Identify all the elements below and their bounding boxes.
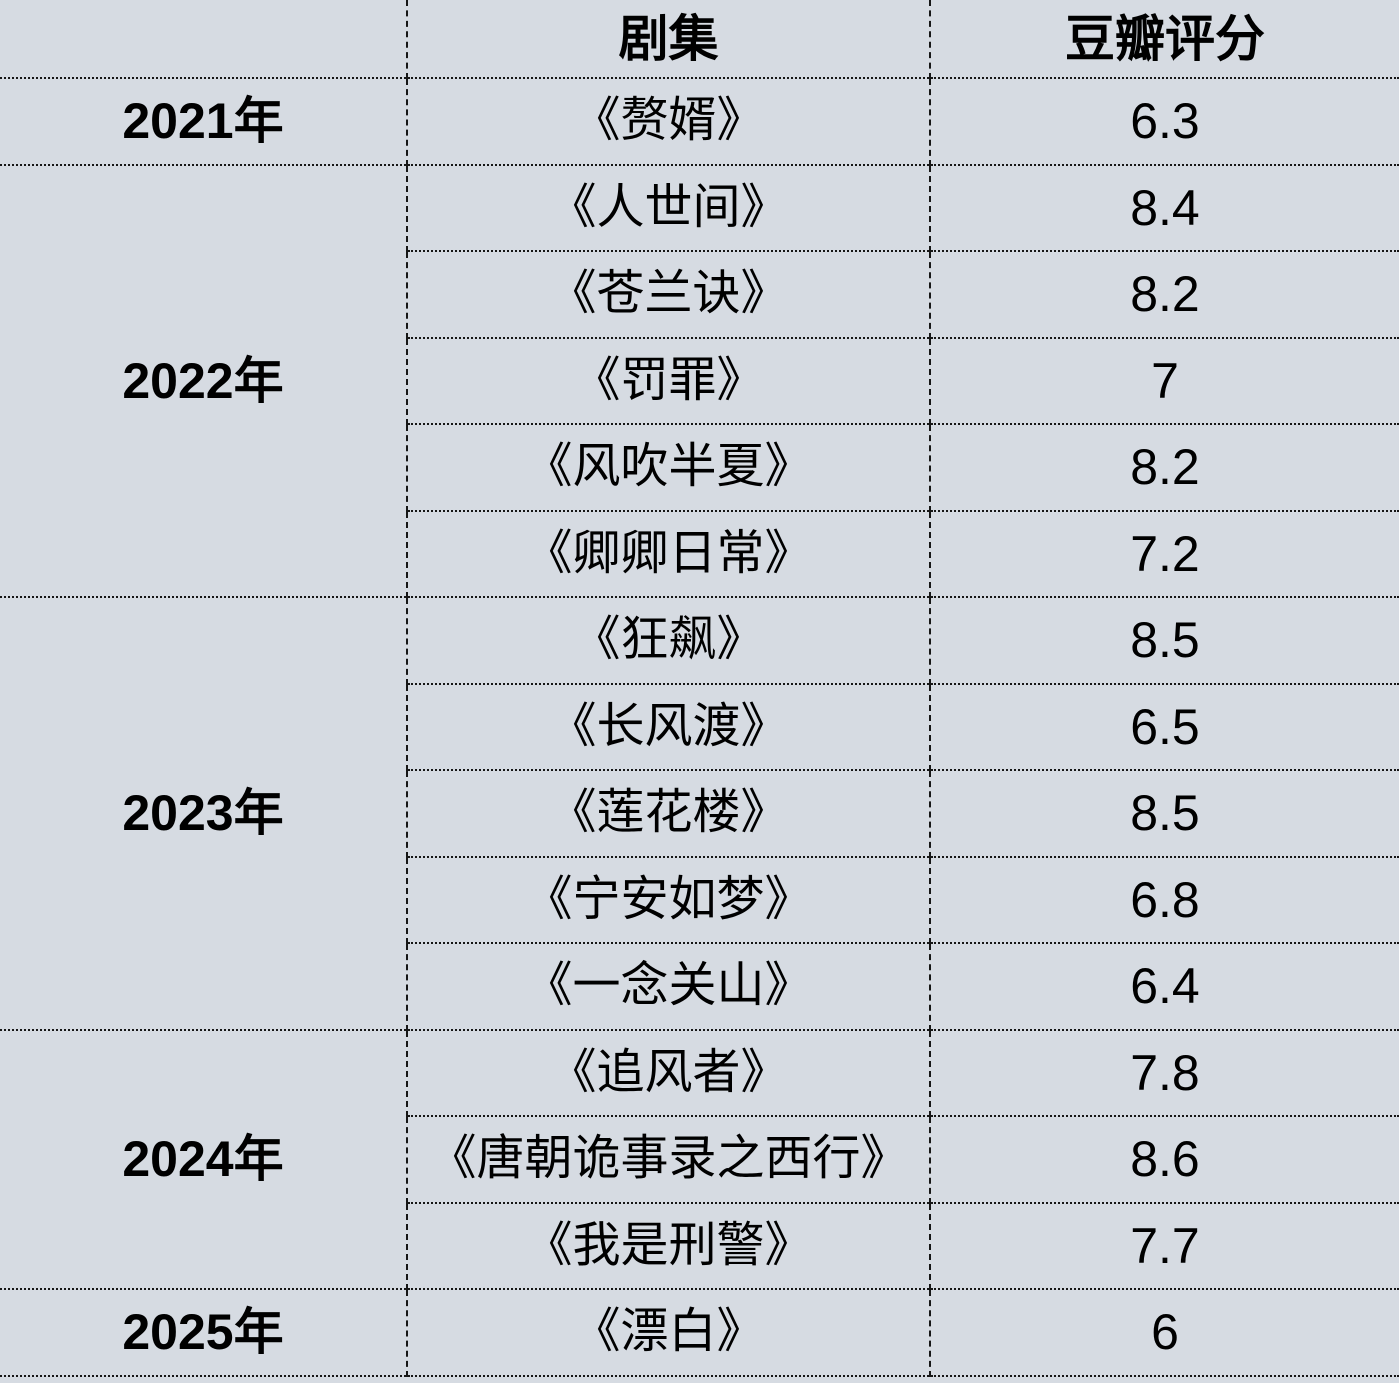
table-row: 2022年 《人世间》 8.4 [0,164,1399,598]
series-title-cell: 《唐朝诡事录之西行》 [406,1116,930,1204]
year-cell-2024: 2024年 [0,1029,407,1290]
rating-cell: 6.3 [929,78,1399,166]
rating-cell: 7.2 [929,510,1399,598]
year-cell-2023: 2023年 [0,597,407,1031]
series-title-cell: 《赘婿》 [406,78,930,166]
table-row: 《罚罪》 7 [0,337,1399,425]
table-row: 《长风渡》 6.5 [0,683,1399,771]
rating-cell: 8.6 [929,1116,1399,1204]
table-row: 2023年 《狂飙》 8.5 [0,597,1399,1031]
series-title-cell: 《罚罪》 [406,337,930,425]
table-row: 《卿卿日常》 7.2 [0,510,1399,598]
table-row: 《苍兰诀》 8.2 [0,251,1399,339]
table-row: 《一念关山》 6.4 [0,943,1399,1031]
series-title-cell: 《宁安如梦》 [406,856,930,944]
rating-cell: 7 [929,337,1399,425]
series-title-cell: 《狂飙》 [406,597,930,685]
series-title-cell: 《莲花楼》 [406,770,930,858]
table-row: 《我是刑警》 7.7 [0,1202,1399,1290]
year-cell-2025: 2025年 [0,1289,407,1377]
table-row: 2024年 《追风者》 7.8 [0,1029,1399,1290]
table-row: 2025年 《漂白》 6 [0,1289,1399,1377]
table-row: 《宁安如梦》 6.8 [0,856,1399,944]
series-title-cell: 《苍兰诀》 [406,251,930,339]
year-cell-2022: 2022年 [0,164,407,598]
rating-cell: 6.4 [929,943,1399,1031]
rating-cell: 8.2 [929,251,1399,339]
series-title-cell: 《追风者》 [406,1029,930,1117]
rating-cell: 8.4 [929,164,1399,252]
table-header-row: 剧集 豆瓣评分 [0,0,1399,79]
rating-column-header: 豆瓣评分 [929,0,1399,79]
series-title-cell: 《我是刑警》 [406,1202,930,1290]
series-title-cell: 《一念关山》 [406,943,930,1031]
rating-cell: 6.5 [929,683,1399,771]
series-title-cell: 《人世间》 [406,164,930,252]
year-cell-2021: 2021年 [0,78,407,166]
series-title-cell: 《长风渡》 [406,683,930,771]
year-column-header [0,0,407,79]
rating-cell: 6.8 [929,856,1399,944]
table-row: 《唐朝诡事录之西行》 8.6 [0,1116,1399,1204]
rating-cell: 7.8 [929,1029,1399,1117]
series-title-cell: 《漂白》 [406,1289,930,1377]
rating-cell: 7.7 [929,1202,1399,1290]
table-row: 《莲花楼》 8.5 [0,770,1399,858]
table-row: 《风吹半夏》 8.2 [0,424,1399,512]
series-column-header: 剧集 [406,0,930,79]
rating-cell: 8.5 [929,597,1399,685]
series-title-cell: 《风吹半夏》 [406,424,930,512]
rating-cell: 8.5 [929,770,1399,858]
rating-cell: 8.2 [929,424,1399,512]
series-title-cell: 《卿卿日常》 [406,510,930,598]
rating-cell: 6 [929,1289,1399,1377]
table-row: 2021年 《赘婿》 6.3 [0,78,1399,166]
